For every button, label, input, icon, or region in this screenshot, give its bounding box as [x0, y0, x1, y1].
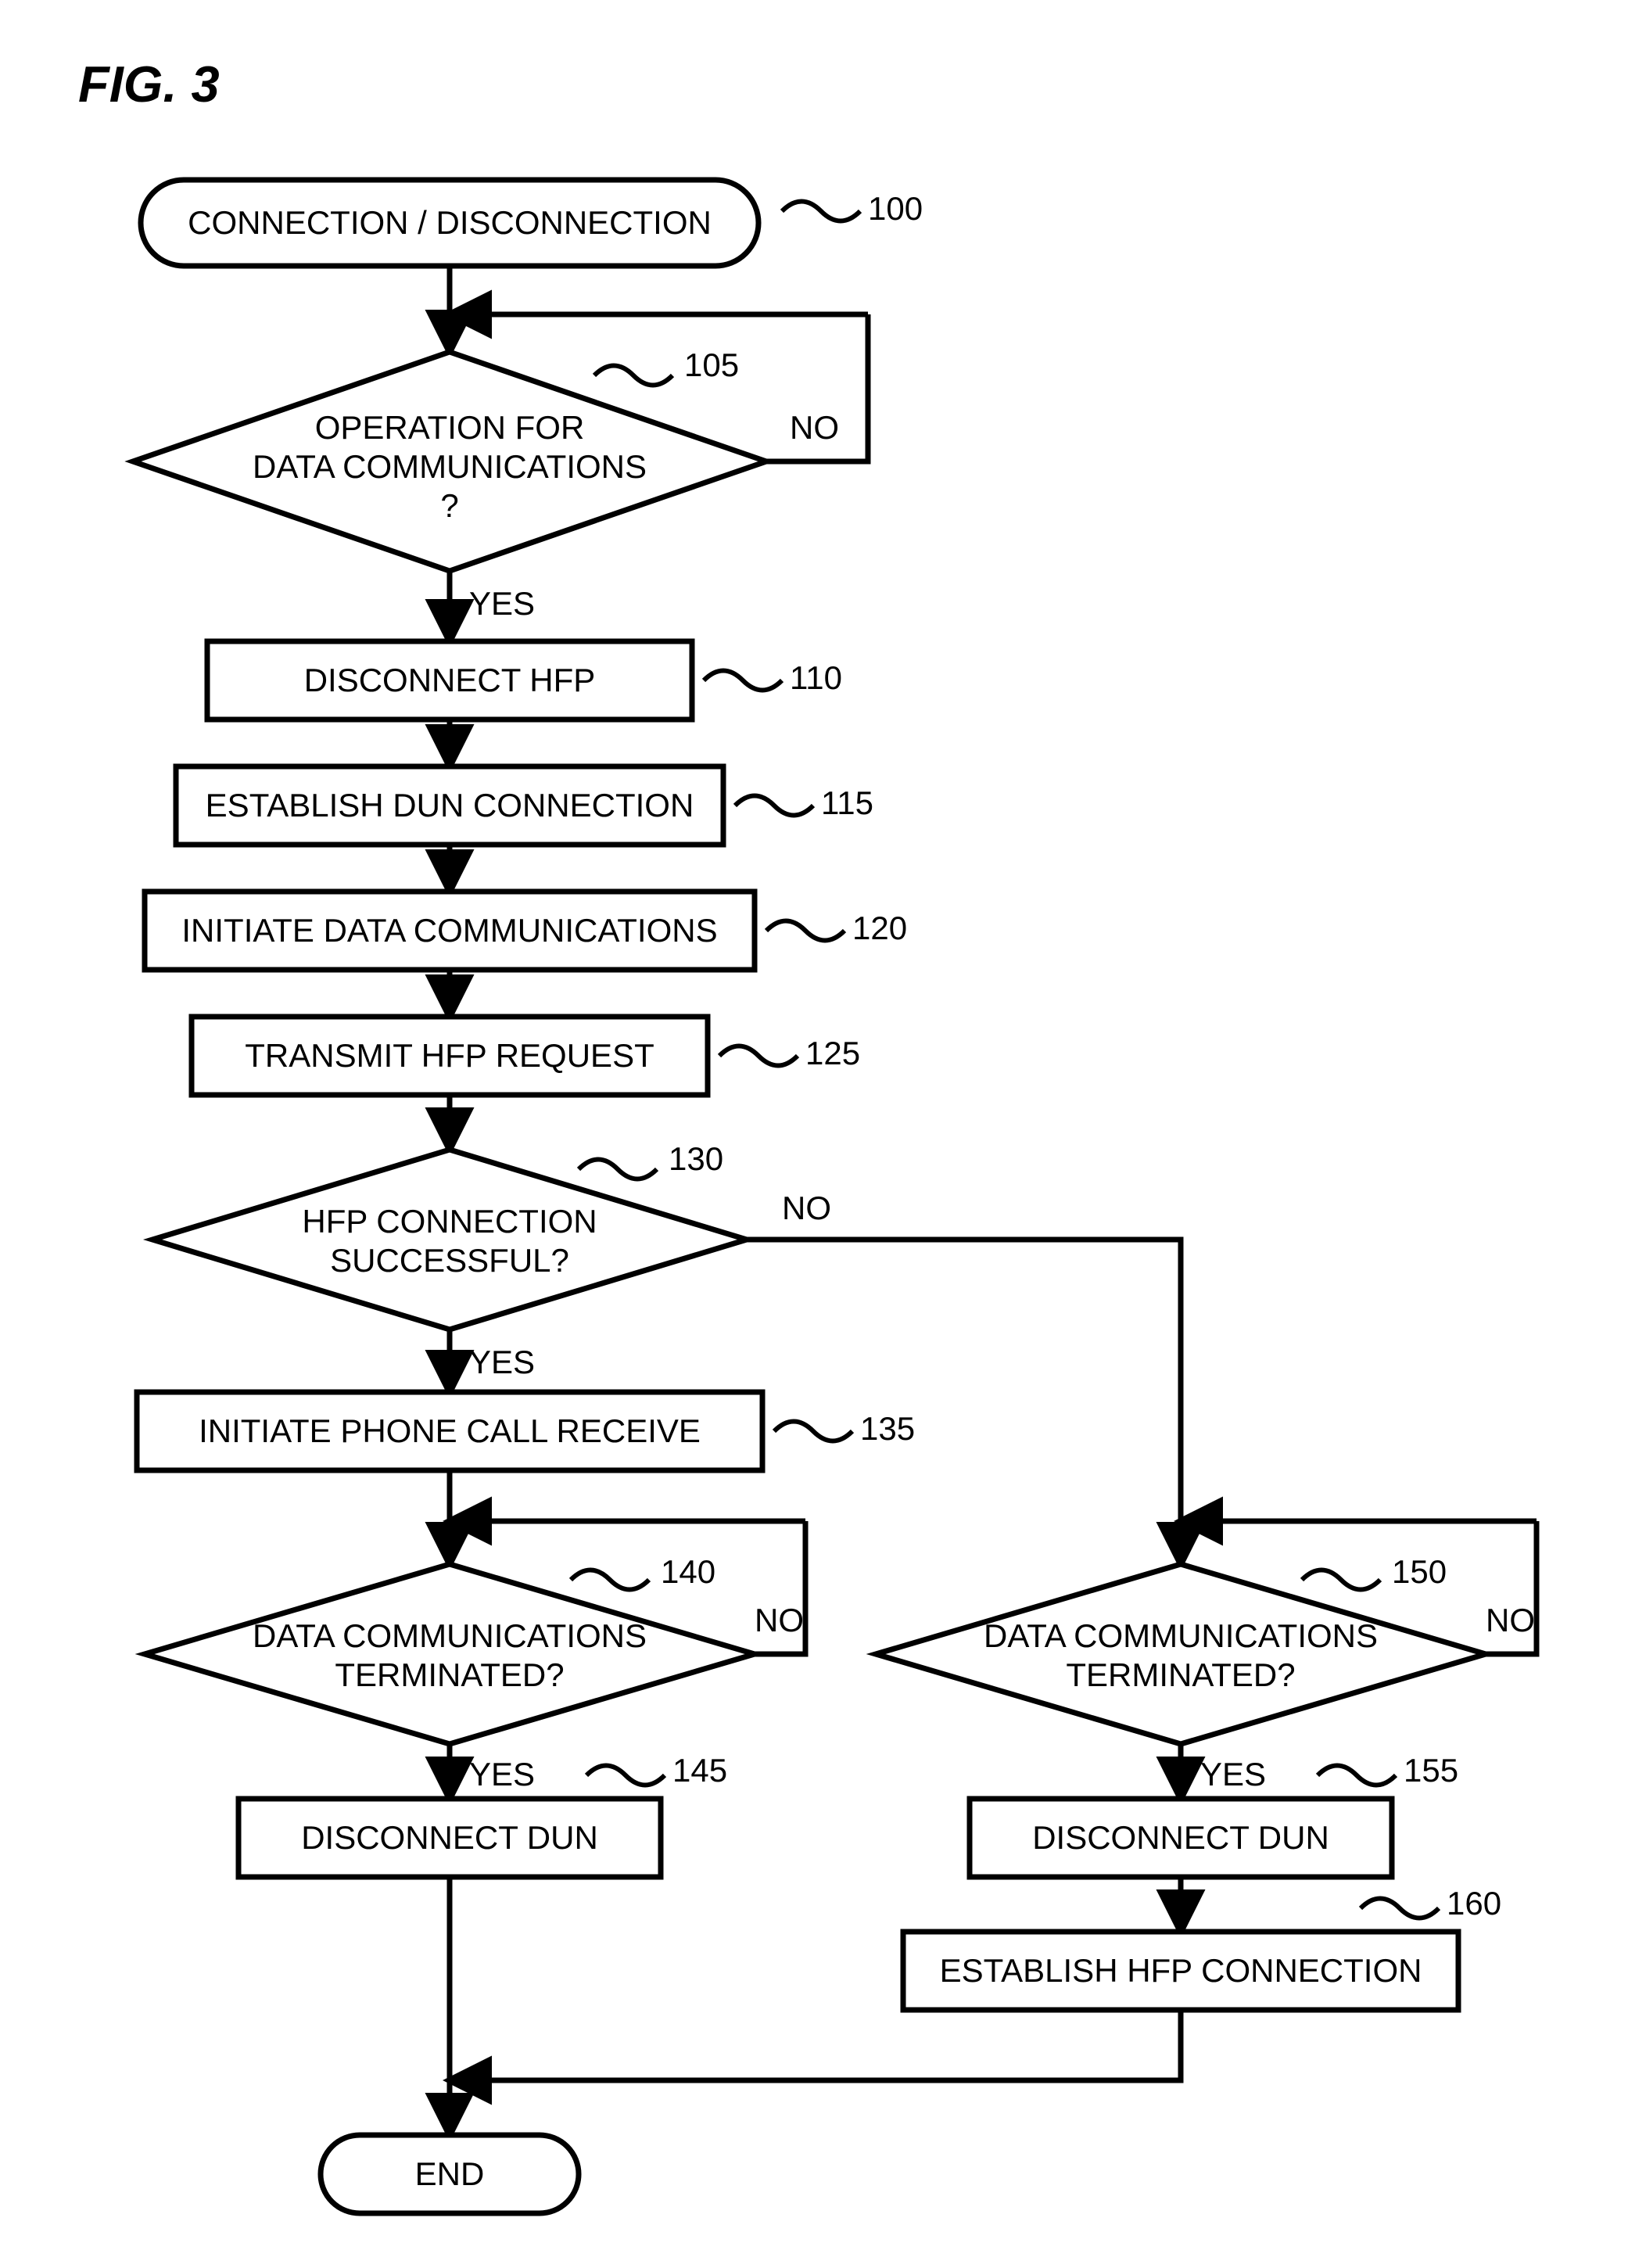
ref-160: 160: [1447, 1885, 1501, 1922]
ref-155: 155: [1404, 1752, 1458, 1789]
node-120: INITIATE DATA COMMUNICATIONS: [145, 892, 755, 970]
node-105: OPERATION FOR DATA COMMUNICATIONS ?: [133, 352, 766, 571]
flowchart-canvas: FIG. 3 CONNECTION / DISCONNECTION 100 OP…: [0, 0, 1628, 2268]
p135-text: INITIATE PHONE CALL RECEIVE: [199, 1412, 701, 1449]
node-155: DISCONNECT DUN: [970, 1799, 1392, 1877]
d140-no: NO: [755, 1602, 804, 1638]
ref-150: 150: [1392, 1553, 1447, 1590]
node-125: TRANSMIT HFP REQUEST: [192, 1017, 708, 1095]
d140-line2: TERMINATED?: [335, 1656, 564, 1693]
ref-115: 115: [821, 784, 873, 821]
node-135: INITIATE PHONE CALL RECEIVE: [137, 1392, 762, 1470]
end-text: END: [415, 2155, 485, 2192]
node-160: ESTABLISH HFP CONNECTION: [903, 1932, 1458, 2010]
node-start: CONNECTION / DISCONNECTION: [141, 180, 758, 266]
ref-100: 100: [868, 190, 923, 227]
d150-line1: DATA COMMUNICATIONS: [984, 1617, 1378, 1654]
d105-no: NO: [790, 409, 839, 446]
ref-140: 140: [661, 1553, 715, 1590]
d105-line2: DATA COMMUNICATIONS: [253, 448, 647, 485]
p115-text: ESTABLISH DUN CONNECTION: [206, 787, 694, 824]
d130-line2: SUCCESSFUL?: [330, 1242, 569, 1279]
node-130: HFP CONNECTION SUCCESSFUL?: [152, 1150, 747, 1330]
d150-line2: TERMINATED?: [1066, 1656, 1295, 1693]
ref-135: 135: [860, 1410, 915, 1447]
p125-text: TRANSMIT HFP REQUEST: [245, 1037, 654, 1074]
d140-line1: DATA COMMUNICATIONS: [253, 1617, 647, 1654]
node-150: DATA COMMUNICATIONS TERMINATED?: [876, 1564, 1486, 1744]
ref-125: 125: [805, 1035, 860, 1071]
node-end: END: [321, 2135, 579, 2213]
ref-130: 130: [669, 1140, 723, 1177]
d105-yes: YES: [469, 585, 535, 622]
d130-line1: HFP CONNECTION: [302, 1203, 597, 1240]
d130-no: NO: [782, 1190, 831, 1226]
d130-yes: YES: [469, 1344, 535, 1380]
node-140: DATA COMMUNICATIONS TERMINATED?: [145, 1564, 755, 1744]
start-text: CONNECTION / DISCONNECTION: [188, 204, 712, 241]
p160-text: ESTABLISH HFP CONNECTION: [940, 1952, 1422, 1989]
d105-line1: OPERATION FOR: [315, 409, 585, 446]
d150-yes: YES: [1200, 1756, 1266, 1793]
d140-yes: YES: [469, 1756, 535, 1793]
p155-text: DISCONNECT DUN: [1032, 1819, 1329, 1856]
node-110: DISCONNECT HFP: [207, 641, 692, 720]
p145-text: DISCONNECT DUN: [301, 1819, 598, 1856]
d105-line3: ?: [440, 487, 458, 524]
node-115: ESTABLISH DUN CONNECTION: [176, 766, 723, 845]
figure-label: FIG. 3: [78, 56, 220, 113]
ref-105: 105: [684, 346, 739, 383]
ref-110: 110: [790, 659, 842, 696]
ref-120: 120: [852, 910, 907, 946]
p110-text: DISCONNECT HFP: [304, 662, 596, 698]
ref-145: 145: [672, 1752, 727, 1789]
d150-no: NO: [1486, 1602, 1535, 1638]
p120-text: INITIATE DATA COMMUNICATIONS: [181, 912, 717, 949]
node-145: DISCONNECT DUN: [238, 1799, 661, 1877]
